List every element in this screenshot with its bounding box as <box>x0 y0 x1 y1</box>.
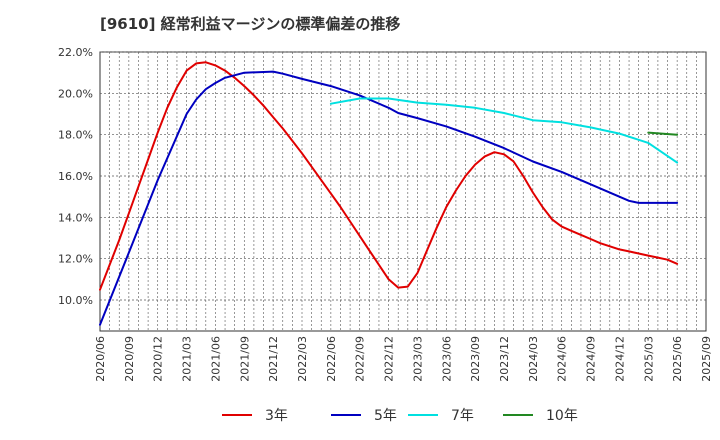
y-axis: 10.0% 12.0% 14.0% 16.0% 18.0% 20.0% 22.0% <box>58 46 93 307</box>
x-tick-label: 2022/09 <box>354 336 367 382</box>
legend-label-1: 3年 <box>265 408 288 424</box>
x-tick-label: 2024/03 <box>527 336 540 382</box>
x-tick-label: 2020/12 <box>152 336 165 382</box>
x-tick-label: 2024/12 <box>613 336 626 382</box>
legend-label-3: 7年 <box>451 408 474 424</box>
legend: 3年 5年 7年 10年 <box>222 408 578 424</box>
x-tick-label: 2023/09 <box>469 336 482 382</box>
y-tick-label: 14.0% <box>58 211 93 224</box>
series-layer <box>99 61 679 326</box>
x-tick-label: 2023/12 <box>498 336 511 382</box>
x-tick-label: 2021/12 <box>267 336 280 382</box>
x-tick-label: 2023/03 <box>411 336 424 382</box>
x-tick-label: 2024/09 <box>585 336 598 382</box>
plot-area <box>99 51 707 332</box>
x-tick-label: 2022/12 <box>383 336 396 382</box>
x-tick-label: 2021/03 <box>181 336 194 382</box>
x-tick-label: 2021/09 <box>238 336 251 382</box>
x-tick-label: 2023/06 <box>440 336 453 382</box>
series-line-3 <box>329 97 679 164</box>
y-tick-label: 22.0% <box>58 46 93 59</box>
y-tick-label: 12.0% <box>58 253 93 266</box>
y-tick-label: 10.0% <box>58 294 93 307</box>
series-line-1 <box>99 61 679 291</box>
y-tick-label: 16.0% <box>58 170 93 183</box>
x-tick-label: 2022/03 <box>296 336 309 382</box>
legend-label-2: 5年 <box>374 408 397 424</box>
x-tick-label: 2021/06 <box>209 336 222 382</box>
x-axis: 2020/06 2020/09 2020/12 2021/03 2021/06 2021/… <box>94 336 713 382</box>
y-tick-label: 20.0% <box>58 87 93 100</box>
x-tick-label: 2024/06 <box>556 336 569 382</box>
legend-label-4: 10年 <box>546 408 578 424</box>
y-tick-label: 18.0% <box>58 129 93 142</box>
x-tick-label: 2020/06 <box>94 336 107 382</box>
series-line-2 <box>99 70 679 326</box>
chart-title: [9610] 経常利益マージンの標準偏差の推移 <box>100 15 401 33</box>
x-tick-label: 2022/06 <box>325 336 338 382</box>
x-tick-label: 2020/09 <box>123 336 136 382</box>
x-tick-label: 2025/06 <box>671 336 684 382</box>
x-tick-label: 2025/09 <box>700 336 713 382</box>
series-line-4 <box>647 131 679 136</box>
x-tick-label: 2025/03 <box>642 336 655 382</box>
